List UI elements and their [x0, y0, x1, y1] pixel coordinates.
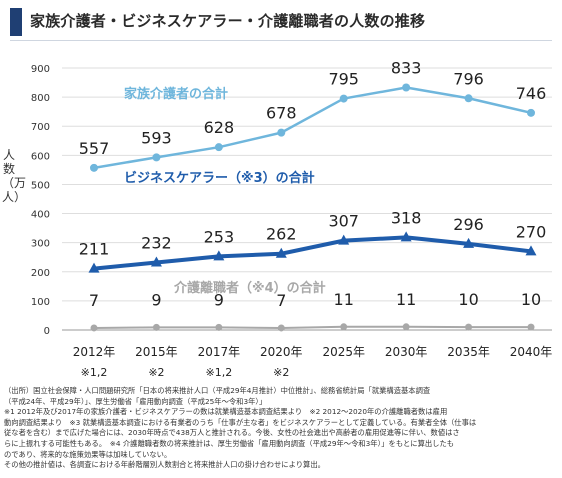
data-point — [213, 250, 225, 261]
data-point — [402, 83, 411, 92]
data-label: 795 — [328, 70, 359, 89]
data-label: 318 — [391, 208, 422, 227]
data-label: 593 — [141, 128, 172, 147]
y-tick-label: 0 — [44, 326, 50, 337]
data-point — [275, 247, 287, 258]
data-point — [90, 324, 98, 332]
data-label: 796 — [453, 69, 484, 88]
data-point — [214, 143, 223, 152]
y-tick-label: 800 — [31, 93, 50, 104]
footnote-line: （平成24年、平成29年）」、厚生労働省「雇用動向調査（平成25年～令和3年）」 — [4, 396, 267, 406]
x-tick-label: 2030年 — [385, 345, 428, 359]
data-point — [277, 128, 286, 137]
data-label: 833 — [391, 59, 422, 78]
data-label: 9 — [151, 290, 161, 309]
title-accent-bar — [10, 8, 22, 36]
data-label: 557 — [79, 139, 110, 158]
y-tick-label: 300 — [31, 239, 50, 250]
series-line — [93, 325, 531, 329]
x-tick-label: 2015年 — [135, 345, 178, 359]
footnotes: （出所）国立社会保障・人口問題研究所「日本の将来推計人口（平成29年4月推計）中… — [4, 386, 556, 471]
y-tick-label: 200 — [31, 268, 50, 279]
title-divider — [10, 40, 552, 41]
footnote-line: その他の推計値は、各調査における年齢階層別人数割合と将来推計人口の掛け合わせによ… — [4, 460, 325, 470]
data-label: 10 — [458, 290, 478, 309]
footnote-line: のであり、将来的な施策効果等は加味していない。 — [4, 449, 172, 459]
data-point — [463, 237, 475, 248]
chart-title: 家族介護者・ビジネスケアラー・介護離職者の人数の推移 — [30, 12, 426, 30]
series-line — [93, 235, 532, 271]
x-tick-note: ※1,2 — [81, 366, 108, 379]
x-tick-label: 2020年 — [260, 345, 303, 359]
data-label: 211 — [79, 240, 110, 259]
series-name-label: 家族介護者の合計 — [124, 86, 228, 102]
data-point — [339, 94, 348, 103]
data-label: 262 — [266, 225, 297, 244]
data-label: 10 — [521, 290, 541, 309]
x-tick-note: ※2 — [148, 366, 164, 379]
footnote-line: 動向調査結果より ※3 就業構造基本調査における有業者のうち「仕事が主な者」をビ… — [4, 417, 477, 427]
data-point — [152, 323, 160, 331]
data-label: 628 — [204, 118, 235, 137]
data-label: 9 — [214, 290, 224, 309]
y-tick-label: 700 — [31, 122, 50, 133]
footnote-line: らに上振れする可能性もある。 ※4 介護離職者数の将来推計は、厚生労働省「雇用動… — [4, 438, 455, 448]
x-tick-label: 2017年 — [198, 345, 241, 359]
x-tick-label: 2012年 — [73, 345, 116, 359]
x-tick-label: 2025年 — [322, 345, 365, 359]
data-point — [90, 163, 98, 172]
x-tick-note: ※1,2 — [205, 366, 232, 379]
data-label: 7 — [89, 291, 99, 310]
data-point — [465, 323, 473, 331]
data-label: 7 — [276, 291, 286, 310]
data-point — [338, 234, 350, 245]
data-point — [340, 323, 348, 331]
footnote-line: 従な者を含む）まで広げた場合には、2030年時点で438万人と推計される。今後、… — [4, 428, 460, 438]
data-point — [527, 108, 535, 117]
data-label: 296 — [453, 215, 484, 234]
data-point — [464, 94, 473, 103]
data-label: 307 — [328, 212, 359, 231]
y-tick-label: 100 — [31, 297, 50, 308]
data-point — [150, 256, 162, 267]
data-label: 678 — [266, 104, 297, 123]
data-point — [88, 262, 100, 273]
x-tick-label: 2035年 — [447, 345, 490, 359]
y-tick-label: 500 — [31, 180, 50, 191]
series-name-label: 介護離職者（※4）の合計 — [173, 280, 326, 296]
footnote-line: （出所）国立社会保障・人口問題研究所「日本の将来推計人口（平成29年4月推計）中… — [4, 386, 431, 395]
data-label: 11 — [396, 290, 416, 309]
footnote-line: ※1 2012年及び2017年の家族介護者・ビジネスケアラーの数は就業構造基本調… — [4, 407, 448, 417]
series-line — [93, 86, 532, 170]
y-tick-label: 600 — [31, 151, 50, 162]
data-point — [525, 245, 537, 256]
data-label: 270 — [516, 222, 547, 241]
data-point — [152, 153, 161, 162]
y-tick-label: 400 — [31, 210, 50, 221]
data-label: 746 — [516, 84, 547, 103]
x-tick-note: ※2 — [273, 366, 289, 379]
data-label: 253 — [204, 227, 235, 246]
data-point — [215, 323, 223, 331]
y-tick-label: 900 — [31, 64, 50, 75]
series-name-label: ビジネスケアラー（※3）の合計 — [124, 170, 315, 186]
data-point — [527, 323, 535, 331]
data-point — [402, 323, 410, 331]
data-point — [400, 231, 412, 242]
data-label: 11 — [334, 290, 354, 309]
data-label: 232 — [141, 233, 172, 252]
x-tick-label: 2040年 — [510, 345, 553, 359]
data-point — [277, 324, 285, 332]
line-chart: 0 100 200 300 400 500 600 700 800 900 2012年 ※1,2 201… — [31, 59, 553, 379]
